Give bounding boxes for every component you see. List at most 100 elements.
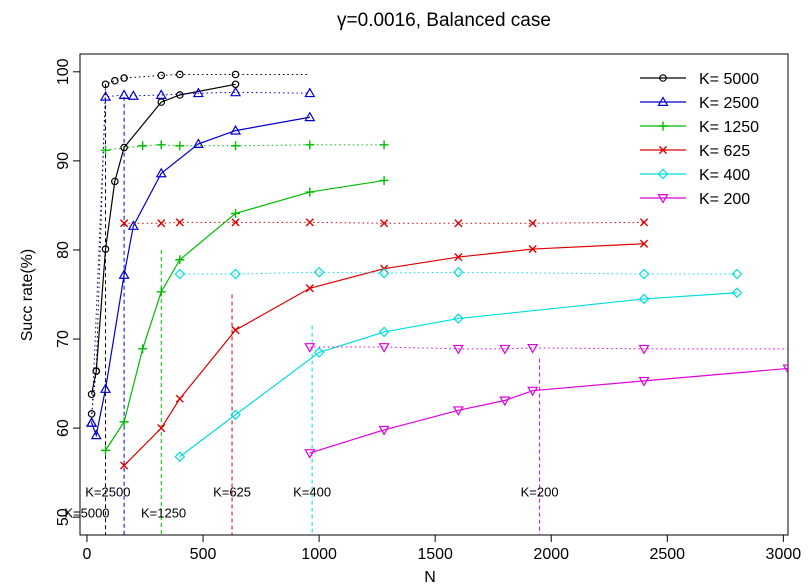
point-marker bbox=[378, 425, 390, 436]
threshold-label: K=200 bbox=[521, 484, 559, 499]
point-marker bbox=[499, 344, 511, 355]
point-marker bbox=[120, 143, 128, 152]
point-marker bbox=[378, 326, 390, 338]
point-marker bbox=[119, 417, 129, 427]
point-marker bbox=[174, 451, 186, 462]
x-tick-label: 1500 bbox=[417, 546, 453, 563]
point-marker bbox=[176, 91, 184, 99]
threshold-label: K=2500 bbox=[85, 484, 130, 499]
point-marker bbox=[155, 167, 167, 178]
point-marker bbox=[304, 111, 316, 122]
legend-label: K= 5000 bbox=[699, 71, 759, 88]
point-marker bbox=[305, 284, 314, 293]
chart-title: γ=0.0016, Balanced case bbox=[337, 10, 551, 31]
legend-item: K= 2500 bbox=[640, 95, 759, 112]
point-marker bbox=[639, 218, 649, 227]
point-marker bbox=[192, 87, 204, 98]
point-marker bbox=[174, 268, 186, 280]
point-marker bbox=[657, 168, 669, 180]
y-tick-label: 90 bbox=[55, 152, 72, 170]
point-marker bbox=[192, 138, 204, 148]
point-marker bbox=[101, 145, 111, 155]
point-marker bbox=[120, 74, 128, 82]
point-marker bbox=[658, 121, 668, 131]
point-marker bbox=[111, 76, 119, 85]
point-marker bbox=[120, 219, 129, 228]
threshold-label: K=400 bbox=[293, 484, 331, 499]
legend: K= 5000 K= 2500 K= 1250 K= 625 K= 400 K= 200 bbox=[640, 71, 759, 208]
point-marker bbox=[229, 124, 242, 135]
point-marker bbox=[657, 96, 669, 106]
point-marker bbox=[782, 364, 788, 375]
point-marker bbox=[527, 386, 539, 397]
legend-label: K= 200 bbox=[699, 191, 750, 208]
point-marker bbox=[92, 367, 101, 375]
series bbox=[87, 70, 310, 418]
point-marker bbox=[453, 313, 464, 324]
point-marker bbox=[127, 90, 139, 100]
point-marker bbox=[313, 347, 325, 358]
x-tick-label: 2500 bbox=[649, 546, 685, 563]
point-marker bbox=[638, 268, 650, 280]
point-marker bbox=[452, 344, 464, 355]
point-marker bbox=[138, 141, 148, 151]
point-marker bbox=[305, 218, 314, 227]
point-marker bbox=[229, 86, 242, 97]
point-marker bbox=[86, 417, 98, 427]
x-tick-label: 0 bbox=[83, 546, 92, 563]
point-marker bbox=[90, 429, 102, 440]
threshold-label: K=5000 bbox=[64, 506, 109, 521]
point-marker bbox=[230, 409, 241, 421]
y-axis: 50 60 70 80 90 100 bbox=[55, 58, 80, 526]
series-upper-line bbox=[179, 271, 737, 275]
series-line bbox=[91, 83, 236, 395]
x-tick-label: 1000 bbox=[301, 546, 337, 563]
point-marker bbox=[118, 269, 130, 279]
point-marker bbox=[231, 208, 241, 218]
point-marker bbox=[231, 70, 240, 79]
point-marker bbox=[175, 141, 185, 151]
point-marker bbox=[638, 376, 650, 387]
point-marker bbox=[454, 219, 463, 228]
point-marker bbox=[304, 87, 316, 98]
point-marker bbox=[101, 80, 110, 89]
point-marker bbox=[231, 218, 240, 227]
legend-item: K= 5000 bbox=[640, 71, 759, 88]
threshold-label: K=625 bbox=[213, 484, 251, 499]
point-marker bbox=[454, 252, 463, 262]
series bbox=[101, 140, 389, 455]
series-upper-line bbox=[91, 91, 310, 423]
point-marker bbox=[157, 424, 166, 433]
legend-item: K= 625 bbox=[640, 143, 750, 160]
y-axis-label: Succ rate(%) bbox=[19, 249, 36, 341]
point-marker bbox=[176, 70, 184, 79]
point-marker bbox=[731, 287, 743, 299]
series-line bbox=[105, 179, 385, 451]
point-marker bbox=[231, 326, 240, 335]
legend-label: K= 400 bbox=[699, 167, 750, 184]
series bbox=[86, 86, 316, 440]
point-marker bbox=[305, 140, 315, 150]
x-axis: 0 500 1000 1500 2000 2500 3000 bbox=[83, 534, 801, 563]
point-marker bbox=[378, 343, 390, 353]
point-marker bbox=[305, 187, 315, 197]
y-tick-label: 70 bbox=[55, 330, 72, 348]
point-marker bbox=[731, 268, 743, 280]
point-marker bbox=[453, 266, 464, 278]
legend-item: K= 400 bbox=[640, 167, 750, 184]
series-line bbox=[91, 116, 310, 438]
y-tick-label: 60 bbox=[55, 419, 72, 437]
point-marker bbox=[101, 245, 110, 253]
point-marker bbox=[527, 343, 539, 354]
legend-item: K= 1250 bbox=[640, 119, 759, 136]
point-marker bbox=[230, 268, 241, 280]
threshold-lines: K=5000 K=2500 K=1250 K=625 K=400 K=200 bbox=[64, 84, 559, 535]
point-marker bbox=[100, 383, 112, 393]
point-marker bbox=[657, 194, 669, 204]
point-marker bbox=[378, 267, 390, 279]
point-marker bbox=[120, 461, 129, 470]
point-marker bbox=[638, 344, 650, 355]
y-tick-label: 100 bbox=[55, 58, 72, 85]
point-marker bbox=[638, 293, 650, 305]
